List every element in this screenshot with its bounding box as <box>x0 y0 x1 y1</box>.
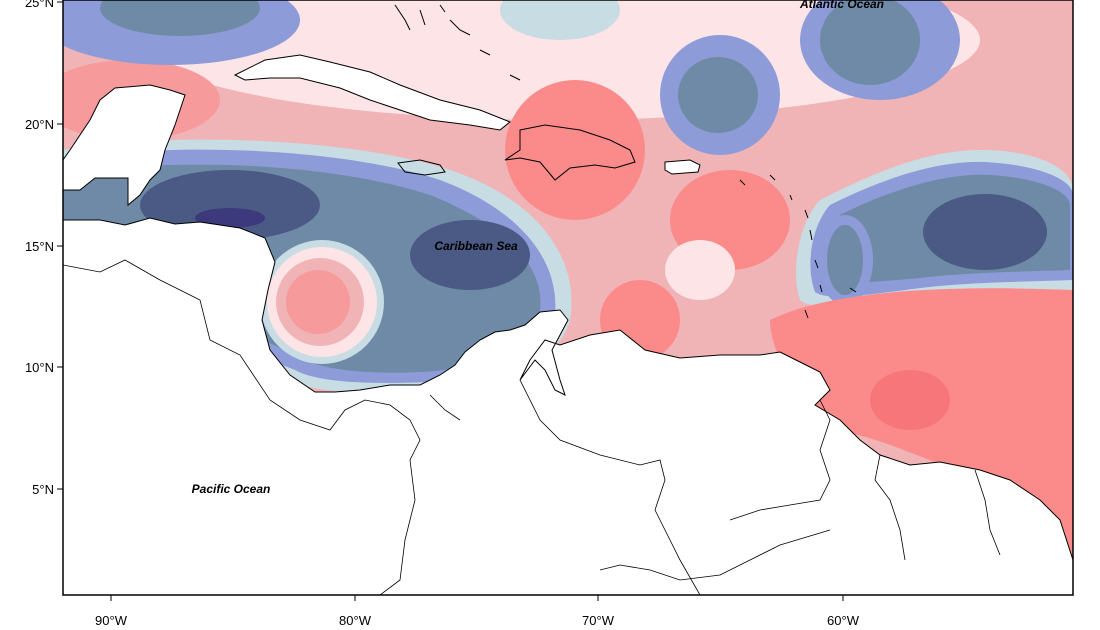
field-light-central <box>665 240 735 300</box>
lon-label-90: 90°W <box>95 613 128 628</box>
border-suriname-guiana <box>974 469 1001 556</box>
border-panama-colombia <box>429 394 461 421</box>
field-lightblue-atlantic <box>500 0 620 40</box>
pacific-ocean-label: Pacific Ocean <box>192 482 271 496</box>
field-blue-nw-inner <box>100 0 260 36</box>
field-pink-core <box>286 270 350 334</box>
border-venezuela-guyana <box>729 399 831 521</box>
land-lesser-antilles <box>739 174 857 319</box>
lat-label-20: 20°N <box>25 117 54 132</box>
lon-label-60: 60°W <box>827 613 860 628</box>
land-puerto-rico <box>664 159 701 175</box>
anomaly-field <box>63 0 1073 595</box>
map-frame <box>62 0 1074 596</box>
lat-label-10: 10°N <box>25 360 54 375</box>
field-salmon-hispaniola <box>505 80 645 220</box>
land-cuba <box>233 54 511 131</box>
field-dark-blue-west <box>140 170 320 240</box>
land-central-south-america <box>63 217 1073 595</box>
lat-label-5: 5°N <box>32 482 54 497</box>
border-brazil <box>599 529 831 581</box>
land-hispaniola <box>504 124 636 181</box>
country-borders <box>63 259 1001 595</box>
field-blue-atl-2-in <box>820 0 920 85</box>
land-masses <box>63 4 1073 595</box>
border-guyana-suriname <box>874 454 906 561</box>
border-colombia-venezuela <box>519 379 701 595</box>
field-blue-antilles-in <box>827 225 863 295</box>
atlantic-ocean-label: Atlantic Ocean <box>799 0 884 11</box>
field-red-core <box>870 370 950 430</box>
lat-axis: 25°N 20°N 15°N 10°N 5°N <box>25 0 63 497</box>
lon-label-80: 80°W <box>339 613 372 628</box>
field-blue-atl-1-in <box>678 57 758 133</box>
field-dark-blue-central <box>410 220 530 290</box>
border-central-america <box>63 259 421 595</box>
caribbean-sea-label: Caribbean Sea <box>434 239 518 253</box>
field-dark-blue-atl <box>923 194 1047 270</box>
field-indigo-honduras <box>195 208 265 228</box>
land-bahamas <box>394 4 521 81</box>
lat-label-15: 15°N <box>25 239 54 254</box>
land-jamaica <box>397 159 446 176</box>
lon-axis: 90°W 80°W 70°W 60°W <box>95 595 860 628</box>
land-yucatan <box>63 84 186 207</box>
lon-label-70: 70°W <box>582 613 615 628</box>
lat-label-25: 25°N <box>25 0 54 10</box>
